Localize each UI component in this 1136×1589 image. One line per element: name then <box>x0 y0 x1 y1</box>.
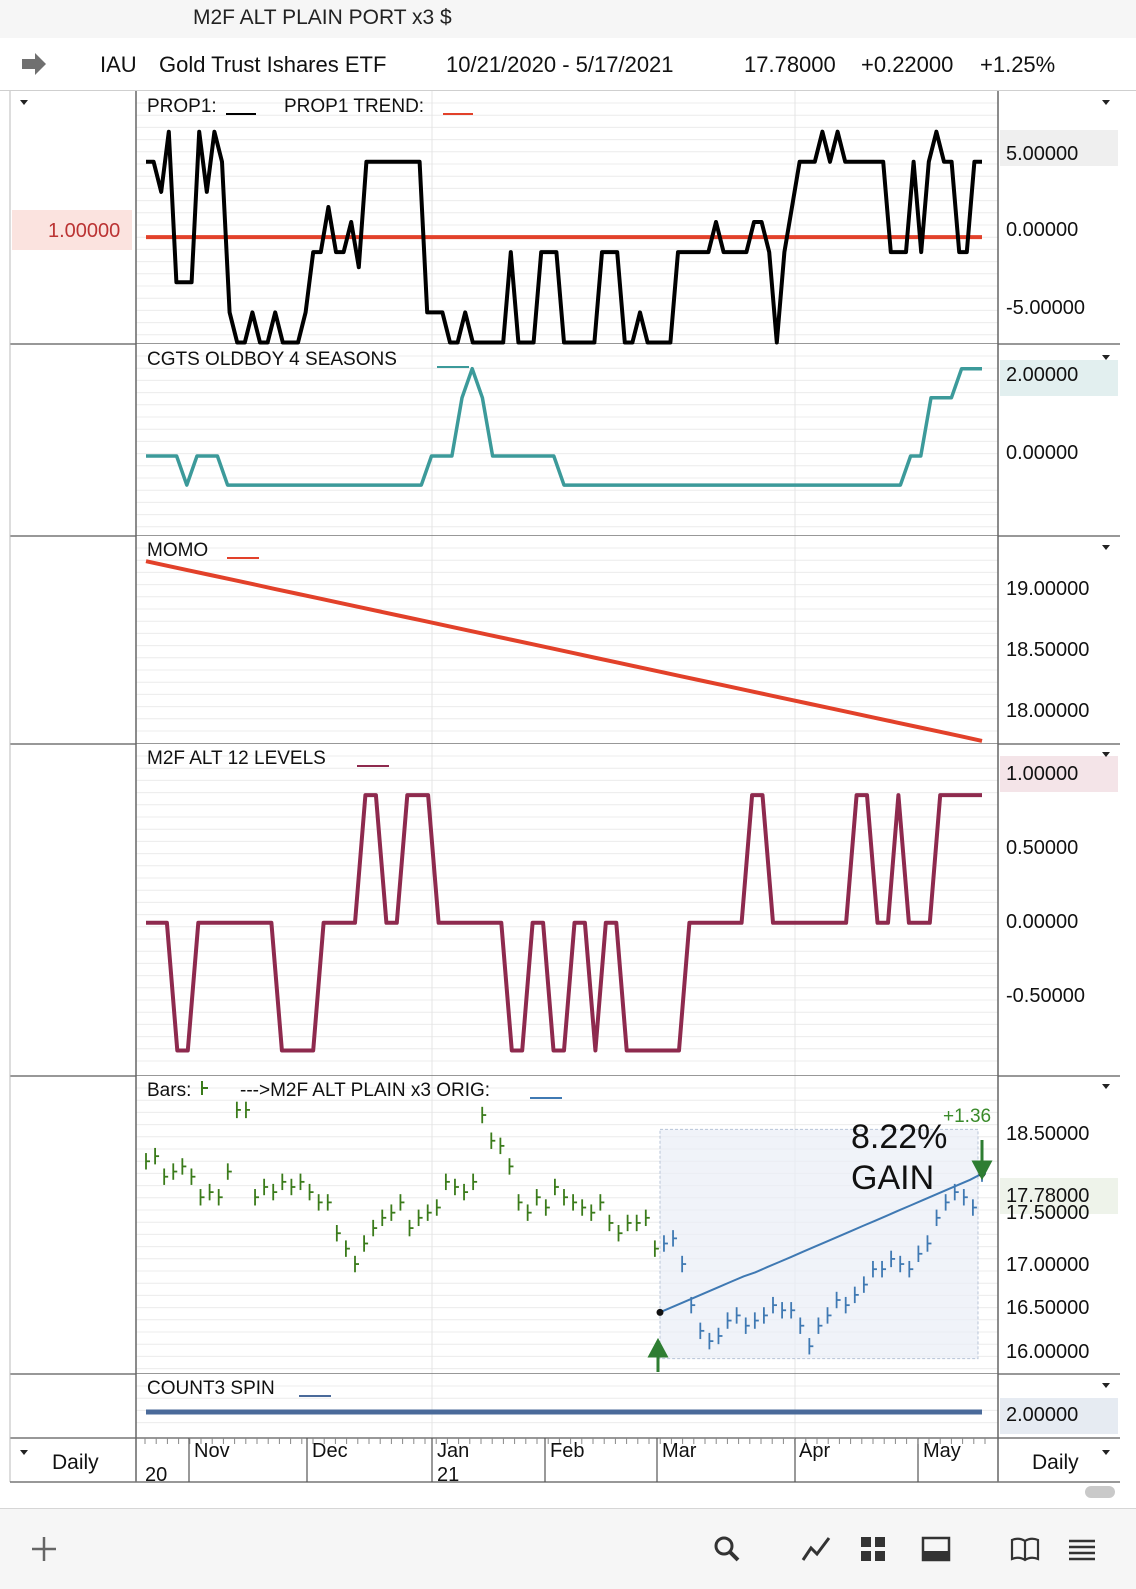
panel-menu-icon-1 <box>1102 355 1110 360</box>
bars-tick-17: 17.00000 <box>1006 1254 1089 1276</box>
cgts-legend: CGTS OLDBOY 4 SEASONS <box>147 349 397 370</box>
levels-last-label: 1.00000 <box>1006 763 1078 785</box>
last-value-label-bg <box>1000 1178 1118 1214</box>
bars-tick-175: 17.50000 <box>1006 1202 1089 1224</box>
bars-last-label: 17.78000 <box>1006 1185 1089 1207</box>
reference-level-label: 1.00000 <box>48 220 120 242</box>
panel-menu-icon-5 <box>1102 1383 1110 1388</box>
gain-percent-annotation: 8.22% <box>851 1118 947 1156</box>
last-value-label-bg <box>1000 1398 1118 1434</box>
delta-annotation: +1.36 <box>943 1106 991 1127</box>
month-label-feb: Feb <box>550 1440 584 1462</box>
panel-0-bg <box>136 91 998 344</box>
panel-icon[interactable] <box>920 1533 952 1565</box>
bars-tick-165: 16.50000 <box>1006 1297 1089 1319</box>
panel-0-series-line <box>146 129 982 345</box>
arrow-right-icon[interactable] <box>20 51 48 77</box>
bars-tick-16: 16.00000 <box>1006 1341 1089 1363</box>
window-title: M2F ALT PLAIN PORT x3 $ <box>193 6 452 29</box>
percent-change: +1.25% <box>980 52 1056 77</box>
panel-5-bg <box>136 1374 998 1438</box>
levels-tick-0: 0.00000 <box>1006 911 1078 933</box>
last-value-label-bg <box>1000 360 1118 396</box>
sell-arrow-icon <box>971 1140 993 1181</box>
interval-selector-left[interactable]: Daily <box>52 1451 99 1474</box>
panel-1-bg <box>136 344 998 536</box>
plus-icon[interactable] <box>28 1533 60 1565</box>
last-value-label-bg <box>1000 756 1118 792</box>
prop1-last-label: 5.00000 <box>1006 143 1078 165</box>
book-icon[interactable] <box>1009 1533 1041 1565</box>
levels-tick-neg05: -0.50000 <box>1006 985 1085 1007</box>
price-change: +0.22000 <box>861 52 954 77</box>
levels-tick-05: 0.50000 <box>1006 837 1078 859</box>
chart-area: PROP1: PROP1 TREND: CGTS OLDBOY 4 SEASON… <box>9 91 1120 1498</box>
portfolio-equity-line <box>659 1172 983 1314</box>
grid-icon[interactable] <box>857 1533 889 1565</box>
month-label-dec: Dec <box>312 1440 348 1462</box>
panel-menu-icon-4 <box>1102 1084 1110 1089</box>
momo-tick-185: 18.50000 <box>1006 639 1089 661</box>
gain-label-annotation: GAIN <box>851 1159 934 1197</box>
horizontal-scrollbar <box>1085 1486 1115 1498</box>
month-label-apr: Apr <box>799 1440 830 1462</box>
portfolio-legend: --->M2F ALT PLAIN x3 ORIG: <box>240 1080 490 1101</box>
reference-label-bg <box>12 210 132 250</box>
year-label-2021: 21 <box>437 1464 459 1486</box>
panel-left-menu-icon-1 <box>20 1450 28 1455</box>
bars-tick-185: 18.50000 <box>1006 1123 1089 1145</box>
panel-1-series-line <box>146 366 982 487</box>
count3-last-label: 2.00000 <box>1006 1404 1078 1426</box>
security-name: Gold Trust Ishares ETF <box>159 52 387 77</box>
entry-point-marker <box>656 1308 664 1316</box>
list-icon[interactable] <box>1066 1533 1098 1565</box>
date-range: 10/21/2020 - 5/17/2021 <box>446 52 674 77</box>
month-label-nov: Nov <box>194 1440 230 1462</box>
prop1-tick-0: 0.00000 <box>1006 219 1078 241</box>
panel-2-bg <box>136 536 998 744</box>
bars-legend-swatch <box>201 1081 208 1095</box>
buy-arrow-icon <box>647 1337 669 1372</box>
panel-left-menu-icon-0 <box>20 100 28 105</box>
cgts-tick-0: 0.00000 <box>1006 442 1078 464</box>
prop1-trend-legend: PROP1 TREND: <box>284 96 424 117</box>
bars-legend: Bars: <box>147 1080 191 1101</box>
panel-menu-icon-0 <box>1102 100 1110 105</box>
panel-3-series-line <box>146 793 982 1053</box>
cgts-last-label: 2.00000 <box>1006 364 1078 386</box>
momo-tick-18: 18.00000 <box>1006 700 1089 722</box>
month-label-may: May <box>923 1440 961 1462</box>
line-chart-icon[interactable] <box>800 1533 832 1565</box>
symbol-label: IAU <box>100 52 137 77</box>
last-value-label-bg <box>1000 130 1118 166</box>
month-label-mar: Mar <box>662 1440 697 1462</box>
levels-legend: M2F ALT 12 LEVELS <box>147 748 326 769</box>
panel-2-series-line <box>145 559 983 743</box>
momo-legend: MOMO <box>147 540 208 561</box>
panel-menu-icon-3 <box>1102 752 1110 757</box>
symbol-info-bar: IAU Gold Trust Ishares ETF 10/21/2020 - … <box>0 38 1136 91</box>
year-label-2020: 20 <box>145 1464 167 1486</box>
month-label-jan: Jan <box>437 1440 469 1462</box>
interval-selector-right[interactable]: Daily <box>1032 1451 1079 1474</box>
momo-tick-19: 19.00000 <box>1006 578 1089 600</box>
last-price: 17.78000 <box>744 52 836 77</box>
bottom-toolbar <box>0 1508 1136 1589</box>
count3-legend: COUNT3 SPIN <box>147 1378 275 1399</box>
prop1-tick-neg5: -5.00000 <box>1006 297 1085 319</box>
panel-menu-icon-6 <box>1102 1450 1110 1455</box>
search-icon[interactable] <box>711 1533 743 1565</box>
panel-menu-icon-2 <box>1102 545 1110 550</box>
prop1-legend: PROP1: <box>147 96 217 117</box>
